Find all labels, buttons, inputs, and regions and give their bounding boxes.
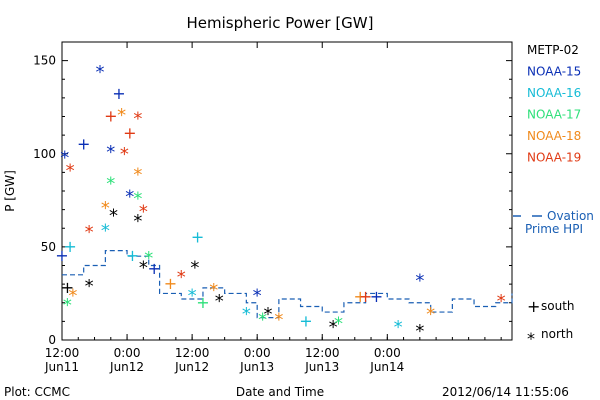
data-point: * <box>85 276 94 297</box>
legend: METP-02 NOAA-15 NOAA-16 NOAA-17 NOAA-18 NOAA-… <box>527 43 581 165</box>
y-tick-label: 50 <box>41 240 56 254</box>
data-point: * <box>144 248 153 269</box>
symbol-legend-label: south <box>541 299 575 313</box>
x-tick-time: 12:00 <box>305 346 340 360</box>
x-tick-day: Jun14 <box>369 360 404 374</box>
data-point: * <box>101 220 110 241</box>
data-point: * <box>117 105 126 126</box>
x-axis: 12:00Jun110:00Jun1212:00Jun120:00Jun1312… <box>44 42 502 374</box>
data-point: * <box>188 285 197 306</box>
legend-entry: NOAA-17 <box>527 108 581 122</box>
data-point: * <box>264 304 273 325</box>
x-axis-label: Date and Time <box>236 385 324 399</box>
x-tick-day: Jun13 <box>239 360 274 374</box>
symbol-legend-label: north <box>541 327 573 341</box>
data-point: * <box>106 174 115 195</box>
legend-entry: NOAA-15 <box>527 65 581 79</box>
x-tick-day: Jun12 <box>174 360 209 374</box>
data-point: * <box>177 267 186 288</box>
ovation-legend-line1: Ovation <box>547 209 594 223</box>
data-point: + <box>104 107 117 126</box>
y-axis: 0 50 100 150 <box>33 41 512 347</box>
data-point: * <box>329 317 338 338</box>
data-point: + <box>164 274 177 293</box>
x-tick-time: 0:00 <box>374 346 401 360</box>
data-point: + <box>61 278 74 297</box>
x-tick-time: 0:00 <box>114 346 141 360</box>
data-point: * <box>215 291 224 312</box>
data-point: + <box>353 287 366 306</box>
data-point: * <box>258 310 267 331</box>
x-tick-time: 12:00 <box>45 346 80 360</box>
y-tick-label: 0 <box>48 333 56 347</box>
y-tick-label: 150 <box>33 54 56 68</box>
chart-title: Hemispheric Power [GW] <box>187 14 374 32</box>
data-point: * <box>106 142 115 163</box>
data-point: + <box>63 237 76 256</box>
data-point: * <box>190 258 199 279</box>
data-point: * <box>120 144 129 165</box>
data-point: + <box>112 84 125 103</box>
data-point: * <box>95 62 104 83</box>
data-point: + <box>370 287 383 306</box>
data-point: * <box>139 202 148 223</box>
data-point: + <box>191 228 204 247</box>
data-point: + <box>126 246 139 265</box>
legend-entry: METP-02 <box>527 43 579 57</box>
data-point: * <box>139 258 148 279</box>
data-point: * <box>415 321 424 342</box>
symbol-legend-marker: * <box>527 329 535 348</box>
data-point: * <box>274 310 283 331</box>
x-tick-day: Jun11 <box>44 360 79 374</box>
symbol-legend-marker: + <box>527 297 540 316</box>
data-point: * <box>242 304 251 325</box>
data-point: * <box>334 313 343 334</box>
data-point: * <box>133 164 142 185</box>
footer-left: Plot: CCMC <box>4 385 70 399</box>
x-tick-day: Jun12 <box>109 360 144 374</box>
data-point: * <box>209 280 218 301</box>
data-point: * <box>85 222 94 243</box>
data-point: * <box>101 198 110 219</box>
data-point: + <box>147 259 160 278</box>
x-tick-time: 0:00 <box>244 346 271 360</box>
data-point: + <box>196 293 209 312</box>
x-tick-day: Jun13 <box>304 360 339 374</box>
data-point: * <box>133 109 142 130</box>
data-point: + <box>55 246 68 265</box>
data-point: + <box>123 123 136 142</box>
ovation-legend: Ovation Prime HPI <box>513 209 594 236</box>
legend-entry: NOAA-19 <box>527 151 581 165</box>
data-point: * <box>426 304 435 325</box>
data-point: + <box>359 287 372 306</box>
data-markers: + ** ** **** *+*+**+*+* +*+*+*+* + *****+* *****… <box>55 62 505 342</box>
data-point: * <box>253 285 262 306</box>
x-tick-time: 12:00 <box>175 346 210 360</box>
data-point: * <box>394 317 403 338</box>
data-point: * <box>125 187 134 208</box>
symbol-legend: + south * north <box>527 297 575 348</box>
data-point: * <box>60 148 69 169</box>
data-point: * <box>415 271 424 292</box>
data-point: + <box>299 311 312 330</box>
legend-entry: NOAA-16 <box>527 86 581 100</box>
data-point: * <box>109 205 118 226</box>
ovation-legend-line2: Prime HPI <box>525 222 583 236</box>
data-point: + <box>77 134 90 153</box>
data-point: * <box>133 189 142 210</box>
data-point: * <box>133 211 142 232</box>
data-point: * <box>497 291 506 312</box>
y-tick-label: 100 <box>33 147 56 161</box>
y-axis-label: P [GW] <box>3 170 17 212</box>
data-point: * <box>63 295 72 316</box>
data-point: * <box>66 161 75 182</box>
legend-entry: NOAA-18 <box>527 129 581 143</box>
data-point: * <box>68 285 77 306</box>
footer-right: 2012/06/14 11:55:06 <box>442 385 569 399</box>
